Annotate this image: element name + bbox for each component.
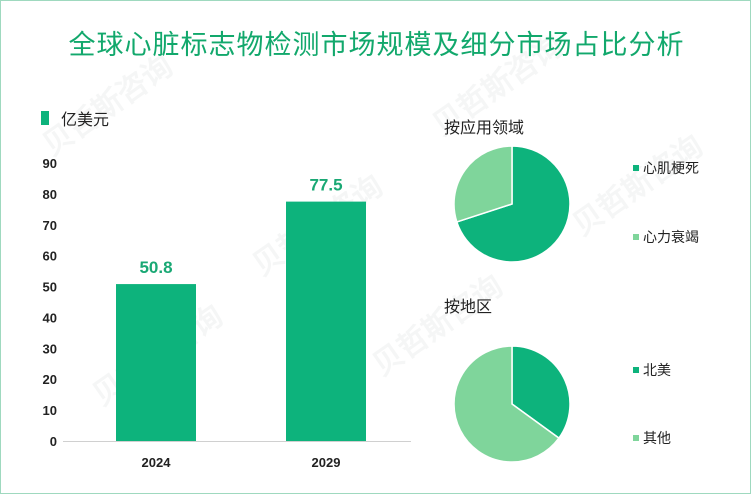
y-tick-label: 0: [50, 434, 57, 449]
y-tick-label: 30: [43, 341, 57, 356]
watermark: 贝哲斯咨询: [566, 128, 710, 244]
pie2-legend-item-0: 北美: [633, 360, 671, 380]
pie2-legend-swatch-1: [633, 435, 639, 441]
bar-value-label: 77.5: [309, 176, 342, 195]
pie-slice-其他: [453, 345, 560, 463]
bar-2024: [116, 284, 196, 441]
pie1-legend-label-1: 心力衰竭: [643, 230, 699, 246]
bar-legend-swatch: [41, 111, 49, 125]
pie-title-application: 按应用领域: [444, 118, 525, 137]
x-category-label: 2024: [142, 455, 172, 470]
y-tick-label: 80: [43, 187, 57, 202]
y-tick-label: 20: [43, 372, 57, 387]
y-tick-label: 70: [43, 218, 57, 233]
x-category-label: 2029: [312, 455, 341, 470]
pie1-legend-swatch-1: [633, 234, 639, 240]
pie-slice-北美: [511, 345, 571, 440]
pie-slice-心肌梗死: [455, 145, 571, 263]
pie2-legend-label-1: 其他: [643, 431, 671, 447]
pie-chart-application: [453, 145, 571, 263]
pie-slice-心力衰竭: [453, 145, 513, 223]
y-tick-label: 10: [43, 403, 57, 418]
pie-title-region: 按地区: [444, 297, 493, 316]
y-tick-label: 50: [43, 280, 57, 295]
bar-value-label: 50.8: [139, 258, 172, 277]
y-tick-label: 60: [43, 249, 57, 264]
pie-chart-region: [453, 345, 571, 463]
bar-legend-label: 亿美元: [61, 110, 110, 129]
pie1-legend-label-0: 心肌梗死: [643, 161, 699, 177]
bar-legend: 亿美元: [41, 108, 110, 129]
pie2-legend-item-1: 其他: [633, 428, 671, 448]
pie1-legend-item-1: 心力衰竭: [633, 227, 699, 247]
pie1-legend-swatch-0: [633, 165, 639, 171]
chart-title: 全球心脏标志物检测市场规模及细分市场占比分析: [68, 30, 685, 61]
bar-chart: 0 10 20 30 40 50 60 70 80 90 50.8 2024 77.5 2029: [43, 156, 411, 470]
bar-2029: [286, 201, 366, 441]
pie1-legend-item-0: 心肌梗死: [633, 158, 699, 178]
pie2-legend-swatch-0: [633, 367, 639, 373]
y-tick-label: 40: [43, 310, 57, 325]
y-tick-label: 90: [43, 156, 57, 171]
pie2-legend-label-0: 北美: [643, 363, 671, 379]
